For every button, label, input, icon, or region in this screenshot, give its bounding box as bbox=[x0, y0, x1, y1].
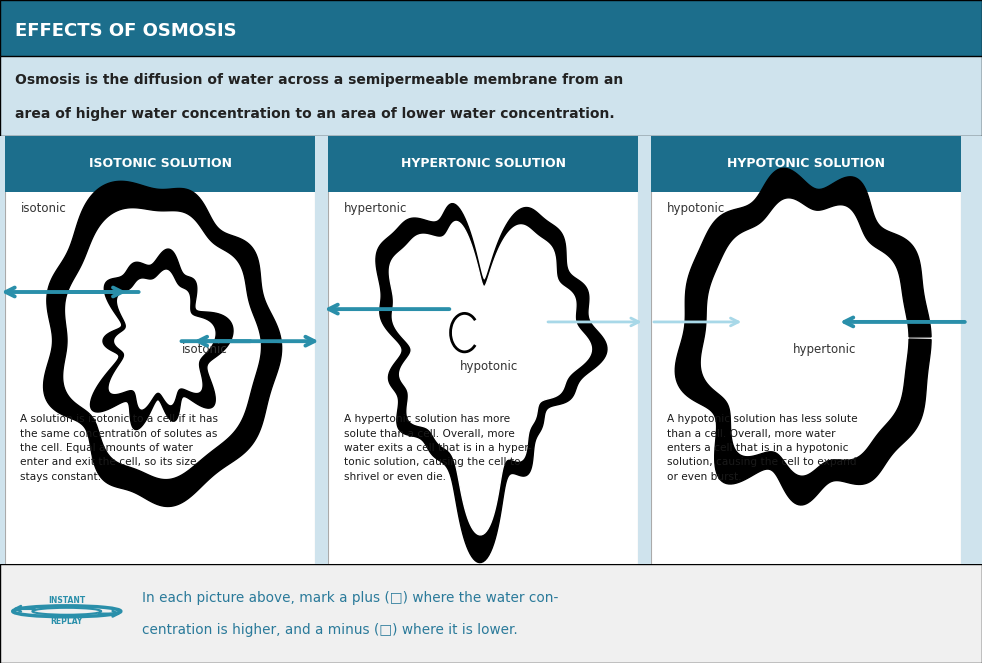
Text: In each picture above, mark a plus (□) where the water con-: In each picture above, mark a plus (□) w… bbox=[142, 591, 559, 605]
FancyBboxPatch shape bbox=[5, 136, 315, 192]
FancyBboxPatch shape bbox=[0, 564, 982, 663]
Polygon shape bbox=[676, 168, 931, 505]
Text: hypertonic: hypertonic bbox=[344, 202, 407, 215]
Text: REPLAY: REPLAY bbox=[51, 617, 82, 626]
Text: hypotonic: hypotonic bbox=[461, 360, 518, 373]
Polygon shape bbox=[90, 249, 233, 430]
Text: area of higher water concentration to an area of lower water concentration.: area of higher water concentration to an… bbox=[15, 107, 615, 121]
Text: A hypotonic solution has less solute
than a cell. Overall, more water
enters a c: A hypotonic solution has less solute tha… bbox=[667, 414, 857, 482]
Text: isotonic: isotonic bbox=[182, 343, 228, 356]
Text: INSTANT: INSTANT bbox=[48, 596, 85, 605]
Polygon shape bbox=[376, 204, 607, 563]
FancyBboxPatch shape bbox=[0, 56, 982, 136]
Text: centration is higher, and a minus (□) where it is lower.: centration is higher, and a minus (□) wh… bbox=[142, 623, 518, 637]
Text: isotonic: isotonic bbox=[21, 202, 66, 215]
Text: hypotonic: hypotonic bbox=[667, 202, 725, 215]
FancyBboxPatch shape bbox=[651, 136, 961, 192]
Text: A hypertonic solution has more
solute than a cell. Overall, more
water exits a c: A hypertonic solution has more solute th… bbox=[344, 414, 531, 482]
Polygon shape bbox=[390, 221, 591, 535]
FancyBboxPatch shape bbox=[328, 136, 638, 192]
FancyBboxPatch shape bbox=[0, 0, 982, 56]
Text: HYPOTONIC SOLUTION: HYPOTONIC SOLUTION bbox=[728, 157, 885, 170]
Polygon shape bbox=[43, 181, 282, 507]
FancyBboxPatch shape bbox=[328, 136, 638, 564]
Text: hypertonic: hypertonic bbox=[793, 343, 856, 356]
Text: ISOTONIC SOLUTION: ISOTONIC SOLUTION bbox=[88, 157, 232, 170]
Text: Osmosis is the diffusion of water across a semipermeable membrane from an: Osmosis is the diffusion of water across… bbox=[15, 73, 623, 88]
Text: EFFECTS OF OSMOSIS: EFFECTS OF OSMOSIS bbox=[15, 22, 237, 40]
FancyBboxPatch shape bbox=[5, 136, 315, 564]
FancyBboxPatch shape bbox=[651, 136, 961, 564]
Text: A solution is isotonic to a cell if it has
the same concentration of solutes as
: A solution is isotonic to a cell if it h… bbox=[21, 414, 218, 482]
Text: HYPERTONIC SOLUTION: HYPERTONIC SOLUTION bbox=[401, 157, 566, 170]
